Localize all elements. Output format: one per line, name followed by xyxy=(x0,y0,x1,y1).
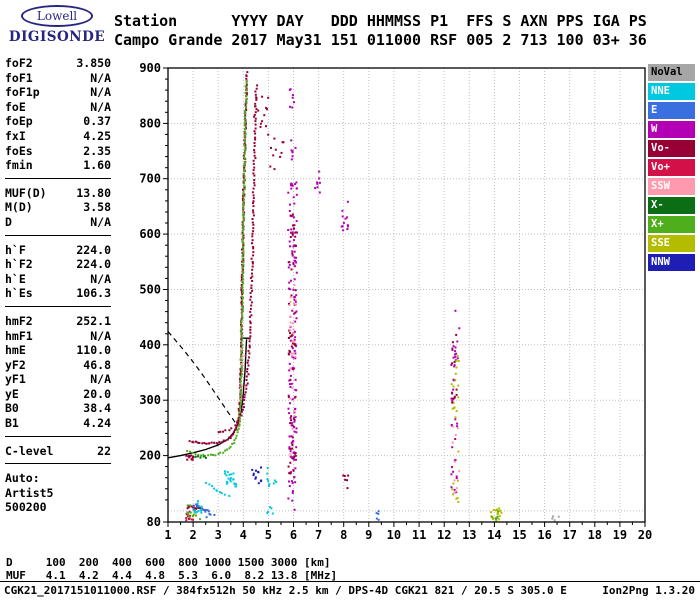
legend-item-e: E xyxy=(648,102,695,119)
parameter-groups: foF2 3.850 foF1 N/A foF1p N/A foE N/A foEp 0.37 fx… xyxy=(5,56,111,465)
axis-ticks xyxy=(163,67,646,527)
param-yE: yE 20.0 xyxy=(5,386,111,401)
parameter-panel: foF2 3.850 foF1 N/A foF1p N/A foE N/A foEp 0.37 fx… xyxy=(5,56,111,515)
legend-item-x+: X+ xyxy=(648,216,695,233)
svg-text:600: 600 xyxy=(139,227,161,241)
muf-row: MUF 4.1 4.2 4.4 4.8 5.3 6.0 8.2 13.8 [MH… xyxy=(6,569,338,582)
svg-text:18: 18 xyxy=(588,528,602,542)
legend-item-noval: NoVal xyxy=(648,64,695,81)
logo-oval: Lowell xyxy=(20,5,94,27)
legend-item-sse: SSE xyxy=(648,235,695,252)
svg-text:10: 10 xyxy=(387,528,401,542)
svg-text:700: 700 xyxy=(139,172,161,186)
legend-item-w: W xyxy=(648,121,695,138)
svg-text:400: 400 xyxy=(139,338,161,352)
auto-scaler-block: Auto: Artist5 500200 xyxy=(5,471,111,515)
param-fxI: fxI 4.25 xyxy=(5,128,111,143)
svg-text:900: 900 xyxy=(139,61,161,75)
param-D: D N/A xyxy=(5,214,111,229)
param-h`F: h`F 224.0 xyxy=(5,242,111,257)
param-h`F2: h`F2 224.0 xyxy=(5,257,111,272)
param-hmF1: hmF1 N/A xyxy=(5,328,111,343)
logo-brand-bottom: DIGISONDE xyxy=(8,29,106,45)
param-h`Es: h`Es 106.3 xyxy=(5,286,111,301)
param-B0: B0 38.4 xyxy=(5,401,111,416)
param-hmF2: hmF2 252.1 xyxy=(5,313,111,328)
legend-item-nnw: NNW xyxy=(648,254,695,271)
range-muf-table: D 100 200 400 600 800 1000 1500 3000 [km… xyxy=(6,556,337,582)
status-file-info: CGK21_2017151011000.RSF / 384fx512h 50 k… xyxy=(4,584,567,597)
svg-text:500: 500 xyxy=(139,283,161,297)
parameter-group: C-level 22 xyxy=(5,444,111,465)
parameter-group: hmF2 252.1 hmF1 N/A hmE 110.0 yF2 46.8 yF1 N/A yE 2… xyxy=(5,314,111,437)
legend-item-vo-: Vo- xyxy=(648,140,695,157)
svg-text:1: 1 xyxy=(164,528,171,542)
param-foF2: foF2 3.850 xyxy=(5,56,111,70)
svg-text:12: 12 xyxy=(437,528,451,542)
legend-item-ssw: SSW xyxy=(648,178,695,195)
parameter-group: foF2 3.850 foF1 N/A foF1p N/A foE N/A foEp 0.37 fx… xyxy=(5,56,111,179)
auto-label: Auto: xyxy=(5,471,40,486)
svg-text:200: 200 xyxy=(139,449,161,463)
param-C-level: C-level 22 xyxy=(5,443,111,458)
legend-item-vo+: Vo+ xyxy=(648,159,695,176)
svg-text:3: 3 xyxy=(215,528,222,542)
param-foEp: foEp 0.37 xyxy=(5,114,111,129)
param-B1: B1 4.24 xyxy=(5,416,111,431)
electron-density-profile xyxy=(167,331,251,459)
svg-text:5: 5 xyxy=(265,528,272,542)
param-yF1: yF1 N/A xyxy=(5,372,111,387)
svg-text:9: 9 xyxy=(365,528,372,542)
echo-points xyxy=(185,71,560,522)
plot-border xyxy=(167,67,646,523)
param-foE: foE N/A xyxy=(5,99,111,114)
param-MUF(D): MUF(D) 13.80 xyxy=(5,185,111,200)
parameter-group: MUF(D) 13.80 M(D) 3.58 D N/A xyxy=(5,186,111,236)
svg-text:800: 800 xyxy=(139,116,161,130)
doppler-legend: NoVal NNE E W Vo- Vo+ SSW X- X+ SSE NNW xyxy=(648,64,695,273)
parameter-group: h`F 224.0 h`F2 224.0 h`E N/A h`Es 106.3 xyxy=(5,243,111,307)
param-hmE: hmE 110.0 xyxy=(5,343,111,358)
grid-lines xyxy=(168,68,645,522)
svg-text:6: 6 xyxy=(290,528,297,542)
status-version: Ion2Png 1.3.20 xyxy=(602,584,695,597)
status-bar: CGK21_2017151011000.RSF / 384fx512h 50 k… xyxy=(0,581,700,597)
axis-labels: 1 2 3 4 5 6 7 8 9 10 11 12 13 14 15 16 17 18 19 20900800700… xyxy=(139,61,652,542)
lowell-digisonde-logo: Lowell DIGISONDE xyxy=(6,5,108,45)
header-line-1: Station YYYY DAY DDD HHMMSS P1 FFS S AXN… xyxy=(114,12,647,30)
param-yF2: yF2 46.8 xyxy=(5,357,111,372)
svg-text:17: 17 xyxy=(562,528,576,542)
svg-text:8: 8 xyxy=(340,528,347,542)
svg-text:2: 2 xyxy=(189,528,196,542)
legend-item-x-: X- xyxy=(648,197,695,214)
svg-text:16: 16 xyxy=(537,528,551,542)
station-header: Station YYYY DAY DDD HHMMSS P1 FFS S AXN… xyxy=(114,12,647,50)
svg-text:20: 20 xyxy=(638,528,652,542)
param-foF1: foF1 N/A xyxy=(5,70,111,85)
svg-text:14: 14 xyxy=(487,528,501,542)
param-fmin: fmin 1.60 xyxy=(5,158,111,173)
legend-item-nne: NNE xyxy=(648,83,695,100)
param-foEs: foEs 2.35 xyxy=(5,143,111,158)
svg-text:300: 300 xyxy=(139,393,161,407)
header-line-2: Campo Grande 2017 May31 151 011000 RSF 0… xyxy=(114,31,647,49)
param-foF1p: foF1p N/A xyxy=(5,85,111,100)
svg-text:19: 19 xyxy=(613,528,627,542)
param-M(D): M(D) 3.58 xyxy=(5,200,111,215)
svg-text:7: 7 xyxy=(315,528,322,542)
param-h`E: h`E N/A xyxy=(5,271,111,286)
auto-scaler-name: Artist5 xyxy=(5,485,54,500)
svg-text:13: 13 xyxy=(462,528,476,542)
svg-text:4: 4 xyxy=(240,528,247,542)
svg-text:15: 15 xyxy=(512,528,526,542)
d-row: D 100 200 400 600 800 1000 1500 3000 [km… xyxy=(6,556,331,569)
svg-text:80: 80 xyxy=(147,515,161,529)
svg-text:11: 11 xyxy=(412,528,426,542)
auto-scaler-code: 500200 xyxy=(5,500,47,515)
logo-brand-top: Lowell xyxy=(36,9,78,23)
